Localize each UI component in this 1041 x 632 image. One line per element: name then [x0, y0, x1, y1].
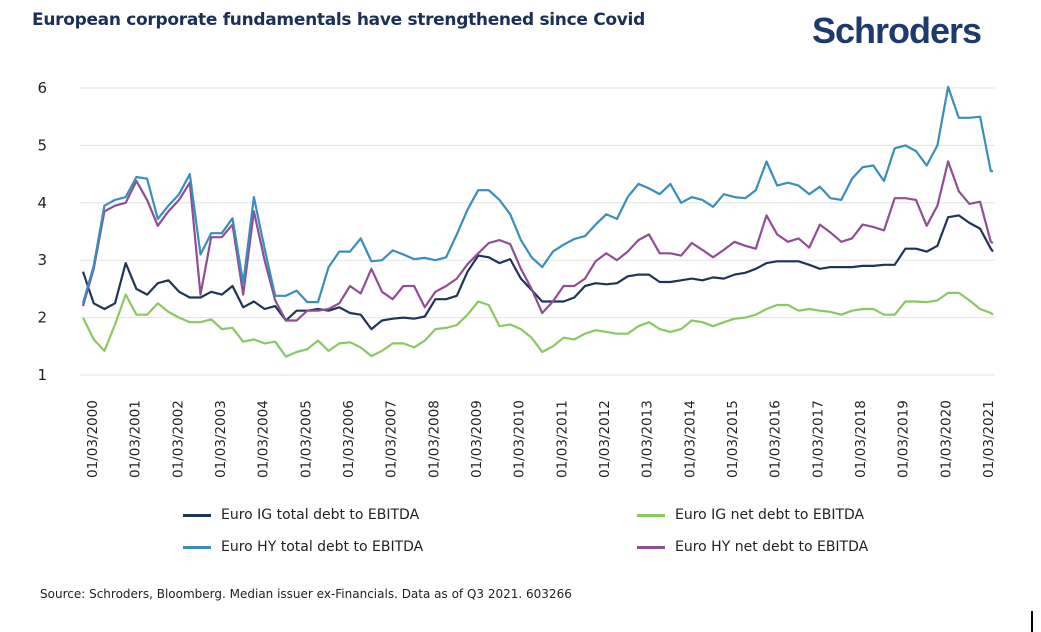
legend-label: Euro HY total debt to EBITDA: [221, 539, 424, 555]
x-tick-label: 01/03/2018: [853, 400, 869, 478]
y-tick-label: 2: [37, 309, 47, 327]
schroders-logo: Schroders: [812, 10, 982, 51]
y-tick-label: 1: [37, 366, 47, 384]
y-axis-ticks: 1 2 3 4 5 6: [37, 79, 47, 384]
x-tick-label: 01/03/2001: [128, 400, 144, 478]
gridlines: [80, 87, 995, 376]
series-line-euro-hy-total-debt-to-ebitda: [81, 85, 993, 304]
y-tick-label: 3: [37, 251, 47, 269]
legend-item-ig-net: Euro IG net debt to EBITDA: [637, 507, 864, 523]
x-tick-label: 01/03/2005: [298, 400, 314, 478]
x-tick-label: 01/03/2011: [554, 400, 570, 478]
series-line-euro-ig-net-debt-to-ebitda: [82, 291, 994, 358]
chart-title: European corporate fundamentals have str…: [32, 10, 645, 30]
legend-swatch: [637, 513, 665, 517]
x-tick-label: 01/03/2008: [426, 400, 442, 478]
series-line-euro-hy-net-debt-to-ebitda: [81, 160, 994, 322]
x-tick-label: 01/03/2016: [768, 400, 784, 478]
legend-label: Euro HY net debt to EBITDA: [675, 539, 869, 555]
series-lines: [81, 85, 994, 358]
legend-item-hy-total: Euro HY total debt to EBITDA: [183, 539, 423, 555]
x-tick-label: 01/03/2010: [512, 400, 528, 478]
y-tick-label: 6: [37, 79, 47, 97]
x-tick-label: 01/03/2015: [725, 400, 741, 478]
legend-item-hy-net: Euro HY net debt to EBITDA: [637, 539, 868, 555]
legend-swatch: [637, 545, 665, 549]
x-tick-label: 01/03/2020: [938, 400, 954, 478]
x-tick-label: 01/03/2009: [469, 400, 485, 478]
legend-item-ig-total: Euro IG total debt to EBITDA: [183, 507, 419, 523]
x-tick-label: 01/03/2004: [256, 400, 272, 478]
y-tick-label: 4: [37, 194, 47, 212]
x-tick-label: 01/03/2006: [341, 400, 357, 478]
x-tick-label: 01/03/2002: [170, 400, 186, 478]
legend-label: Euro IG total debt to EBITDA: [221, 507, 420, 523]
x-tick-label: 01/03/2003: [213, 400, 229, 478]
x-tick-label: 01/03/2019: [896, 400, 912, 478]
x-tick-label: 01/03/2013: [640, 400, 656, 478]
legend-label: Euro IG net debt to EBITDA: [675, 507, 865, 523]
source-note: Source: Schroders, Bloomberg. Median iss…: [40, 587, 572, 601]
legend-swatch: [183, 513, 211, 517]
x-axis-ticks: 01/03/2000 01/03/2001 01/03/2002 01/03/2003…: [85, 400, 997, 478]
x-tick-label: 01/03/2007: [384, 400, 400, 478]
series-line-euro-ig-total-debt-to-ebitda: [81, 214, 994, 331]
x-tick-label: 01/03/2012: [597, 400, 613, 478]
x-tick-label: 01/03/2014: [682, 400, 698, 478]
x-tick-label: 01/03/2000: [85, 400, 101, 478]
text-cursor: [1031, 611, 1033, 632]
y-tick-label: 5: [37, 136, 47, 154]
legend-swatch: [183, 545, 211, 549]
x-tick-label: 01/03/2021: [981, 400, 997, 478]
x-tick-label: 01/03/2017: [810, 400, 826, 478]
